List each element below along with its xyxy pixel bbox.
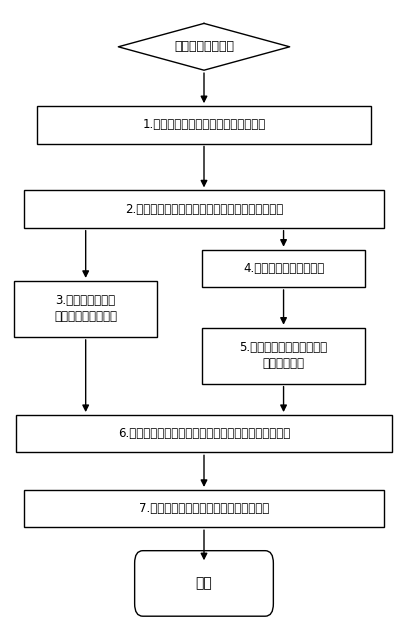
Text: 4.试验目标缩比模型研制: 4.试验目标缩比模型研制 <box>243 262 324 275</box>
Bar <box>24 490 384 527</box>
Bar <box>14 281 157 337</box>
Bar <box>202 328 365 384</box>
Text: 1.试验目标先验信息与探测器参数获取: 1.试验目标先验信息与探测器参数获取 <box>142 119 266 131</box>
Bar <box>16 415 392 452</box>
FancyBboxPatch shape <box>135 550 273 617</box>
Bar <box>202 250 365 287</box>
Text: 2.试验目标建模（包括几何建模和表面材料建模）: 2.试验目标建模（包括几何建模和表面材料建模） <box>125 203 283 215</box>
Bar <box>37 106 371 144</box>
Text: 7.空间目标可见光散射特性分析模型校验: 7.空间目标可见光散射特性分析模型校验 <box>139 502 269 515</box>
Text: 结束: 结束 <box>195 577 213 590</box>
Text: 确定候选试验目标: 确定候选试验目标 <box>174 41 234 53</box>
Text: 6.试验目标可见光散射特性分析与测试结果比对与分析: 6.试验目标可见光散射特性分析与测试结果比对与分析 <box>118 427 290 440</box>
Text: 3.空间目标可见光
散射特性建模与分析: 3.空间目标可见光 散射特性建模与分析 <box>54 295 117 323</box>
Text: 5.试验目标缩比模型可见光
散射特性测试: 5.试验目标缩比模型可见光 散射特性测试 <box>239 341 328 370</box>
Bar <box>24 190 384 228</box>
